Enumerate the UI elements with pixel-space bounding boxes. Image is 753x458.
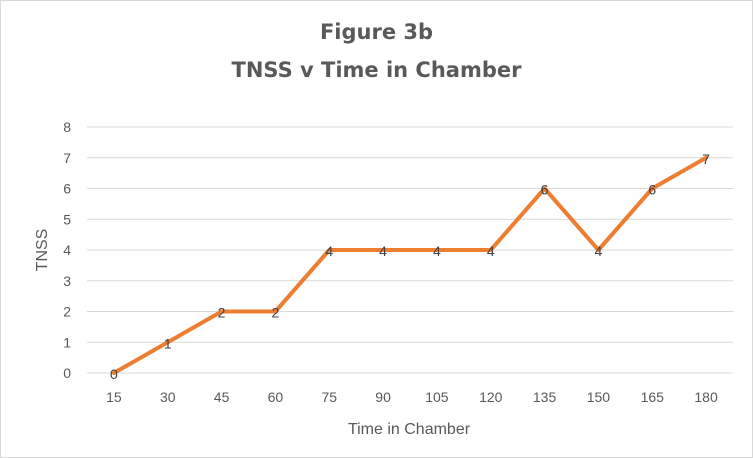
x-tick-label: 135 [533, 389, 557, 405]
data-label: 2 [218, 305, 226, 321]
x-tick-label: 120 [479, 389, 503, 405]
y-tick-label: 2 [63, 304, 71, 320]
chart-title: Figure 3b [319, 20, 434, 44]
data-label: 4 [379, 243, 387, 259]
y-tick-label: 8 [63, 119, 71, 135]
x-tick-label: 15 [106, 389, 122, 405]
y-tick-label: 7 [63, 150, 71, 166]
data-labels: 0 1 2 2 4 4 4 4 6 4 6 7 [110, 151, 710, 382]
x-tick-label: 180 [694, 389, 718, 405]
x-axis-ticks: 15 30 45 60 75 90 105 120 135 150 165 180 [106, 389, 718, 405]
data-label: 2 [272, 305, 280, 321]
x-tick-label: 105 [425, 389, 449, 405]
x-tick-label: 60 [268, 389, 284, 405]
x-tick-label: 165 [641, 389, 665, 405]
x-tick-label: 45 [214, 389, 230, 405]
data-label: 1 [164, 335, 172, 351]
y-tick-label: 5 [63, 211, 71, 227]
chart-subtitle: TNSS v Time in Chamber [231, 58, 522, 82]
y-tick-label: 6 [63, 181, 71, 197]
y-axis-label: TNSS [34, 229, 51, 272]
series-group [111, 155, 709, 375]
x-tick-label: 30 [160, 389, 176, 405]
y-axis-ticks: 0 1 2 3 4 5 6 7 8 [63, 119, 71, 381]
data-label: 6 [541, 182, 549, 198]
y-tick-label: 1 [63, 334, 71, 350]
gridlines [87, 126, 733, 374]
data-label: 7 [702, 151, 710, 167]
data-label: 4 [433, 243, 441, 259]
data-label: 6 [648, 182, 656, 198]
data-label: 4 [325, 243, 333, 259]
y-tick-label: 3 [63, 273, 71, 289]
y-tick-label: 4 [63, 242, 71, 258]
x-axis-label: Time in Chamber [348, 421, 471, 438]
series-line-0 [111, 155, 709, 375]
x-tick-label: 150 [587, 389, 611, 405]
y-tick-label: 0 [63, 365, 71, 381]
x-tick-label: 75 [321, 389, 337, 405]
data-label: 4 [595, 243, 603, 259]
data-label: 4 [487, 243, 495, 259]
x-tick-label: 90 [375, 389, 391, 405]
data-label: 0 [110, 366, 118, 382]
